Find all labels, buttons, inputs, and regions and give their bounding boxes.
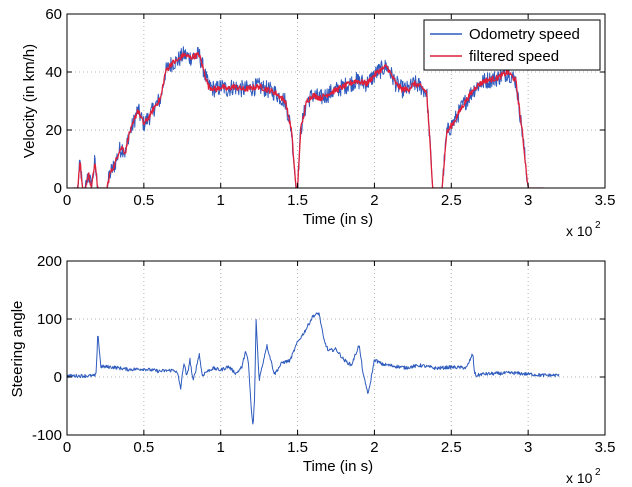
steering-series-group <box>67 312 560 425</box>
x-tick-label: 1 <box>217 439 225 456</box>
velocity-x-axis-label: Time (in s) <box>303 211 373 228</box>
legend-filtered-label: filtered speed <box>469 48 559 65</box>
x-tick-label: 2 <box>370 192 378 209</box>
y-tick-label: 40 <box>45 64 62 81</box>
x-tick-label: 2 <box>370 439 378 456</box>
x-tick-label: 2.5 <box>441 192 462 209</box>
y-tick-label: 0 <box>54 180 62 197</box>
y-tick-label: 100 <box>37 311 62 328</box>
x-tick-label: 3 <box>524 192 532 209</box>
x-tick-label: 1.5 <box>287 192 308 209</box>
velocity-y-axis-label: Velocity (in km/h) <box>21 44 38 158</box>
steering-angle-line <box>67 312 560 425</box>
y-tick-label: 0 <box>54 369 62 386</box>
velocity-ticks: 0 0.5 1 1.5 2 2.5 3 3.5 0 20 40 60 <box>45 6 615 209</box>
velocity-x-multiplier-exp: 2 <box>595 220 601 231</box>
velocity-axes-box <box>66 13 606 189</box>
velocity-chart: 0 0.5 1 1.5 2 2.5 3 3.5 0 20 40 60 Time (in s) Velo… <box>21 6 615 239</box>
x-tick-label: 0.5 <box>133 439 154 456</box>
velocity-legend: Odometry speed filtered speed <box>423 19 601 71</box>
x-tick-label: 2.5 <box>441 439 462 456</box>
x-tick-label: 1.5 <box>287 439 308 456</box>
y-tick-label: 200 <box>37 253 62 270</box>
steering-axes-box <box>66 260 606 436</box>
y-tick-label: 20 <box>45 122 62 139</box>
x-tick-label: 0 <box>63 192 71 209</box>
x-tick-label: 3 <box>524 439 532 456</box>
legend-odometry-label: Odometry speed <box>469 26 580 43</box>
x-tick-label: 3.5 <box>595 192 616 209</box>
x-tick-label: 1 <box>217 192 225 209</box>
filtered-speed-line <box>73 51 544 188</box>
steering-x-multiplier-exp: 2 <box>595 467 601 478</box>
odometry-speed-line <box>73 46 544 188</box>
x-tick-label: 0.5 <box>133 192 154 209</box>
x-tick-label: 3.5 <box>595 439 616 456</box>
velocity-x-multiplier: x 10 <box>566 223 593 239</box>
legend-box <box>423 19 601 71</box>
velocity-series-group <box>73 46 544 188</box>
x-tick-label: 0 <box>63 439 71 456</box>
steering-x-multiplier: x 10 <box>566 470 593 486</box>
steering-grid <box>67 261 605 435</box>
steering-x-axis-label: Time (in s) <box>303 458 373 475</box>
y-tick-label: -100 <box>32 427 62 444</box>
y-tick-label: 60 <box>45 6 62 23</box>
steering-y-axis-label: Steering angle <box>9 301 26 398</box>
